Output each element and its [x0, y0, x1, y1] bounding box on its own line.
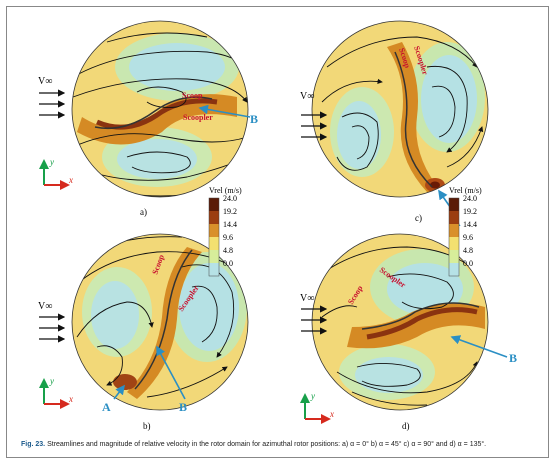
colorbar-tick-label: 14.4 — [463, 220, 477, 229]
colorbar-swatch — [449, 198, 459, 211]
colorbar-tick-label: 24.0 — [223, 194, 237, 203]
page-frame: V∞ Scoop Scoopler B y x a) — [6, 6, 549, 458]
panel-label-a: a) — [140, 207, 147, 217]
axis-triad-a: y x — [39, 157, 73, 190]
colorbar-tick-label: 19.2 — [223, 207, 237, 216]
colorbar-tick-label: 0.0 — [223, 259, 233, 268]
free-stream-label-a: V∞ — [38, 76, 52, 87]
colorbar-tick-label: 9.6 — [223, 233, 233, 242]
scoop-label-a: Scoop — [182, 91, 203, 100]
colorbar-left: Vrel (m/s)24.0 19.2 14.4 9.6 4.8 0.0 — [208, 186, 242, 277]
colorbar-swatch — [209, 224, 219, 237]
colorbar-swatch — [209, 211, 219, 224]
figure-caption: Fig. 23. Streamlines and magnitude of re… — [21, 441, 541, 448]
free-stream-label-d: V∞ — [300, 293, 314, 304]
colorbar-tick-label: 19.2 — [463, 207, 477, 216]
panel-label-d: d) — [402, 421, 410, 431]
panel-a: V∞ Scoop Scoopler B y x a) — [38, 20, 258, 217]
callout-b-d: B — [509, 351, 517, 365]
axis-triad-b: y x — [39, 376, 73, 409]
axis-x-label-a: x — [68, 175, 73, 185]
scoopler-label-a: Scoopler — [183, 113, 213, 122]
caption-label: Fig. 23. — [21, 441, 46, 448]
caption-text: Streamlines and magnitude of relative ve… — [47, 441, 487, 448]
callout-b-b: B — [179, 400, 187, 414]
panel-label-c: c) — [415, 213, 422, 223]
colorbar-tick-label: 4.8 — [223, 246, 233, 255]
axis-triad-d: y x — [300, 391, 334, 424]
axis-x-label-d: x — [329, 409, 334, 419]
colorbar-swatch — [449, 224, 459, 237]
colorbar-border — [208, 197, 220, 277]
callout-b-a: B — [250, 112, 258, 126]
colorbar-title: Vrel (m/s) — [449, 186, 482, 195]
panel-c: V∞ Scoop Scoopler A c) — [300, 20, 489, 229]
axis-y-label-b: y — [49, 376, 54, 386]
colorbar-tick-label: 4.8 — [463, 246, 473, 255]
axis-y-label-a: y — [49, 157, 54, 167]
colorbar-swatch — [209, 250, 219, 263]
axis-x-label-b: x — [68, 394, 73, 404]
colorbar-tick-label: 9.6 — [463, 233, 473, 242]
colorbar-swatch — [449, 250, 459, 263]
colorbar-tick-label: 24.0 — [463, 194, 477, 203]
colorbar-title: Vrel (m/s) — [209, 186, 242, 195]
free-stream-label-c: V∞ — [300, 91, 314, 102]
axis-y-label-d: y — [310, 391, 315, 401]
colorbar-border — [448, 197, 460, 277]
colorbar-swatch — [209, 263, 219, 276]
panel-d: V∞ Scoop Scoopler B y x d) — [300, 233, 517, 431]
colorbar-swatch — [449, 237, 459, 250]
colorbar-swatch — [209, 198, 219, 211]
colorbar-tick-label: 14.4 — [223, 220, 237, 229]
colorbar-right: Vrel (m/s)24.0 19.2 14.4 9.6 4.8 0.0 — [448, 186, 482, 277]
panel-b: V∞ Scoop Scoopler A B y x b) — [38, 233, 249, 431]
panel-label-b: b) — [143, 421, 151, 431]
colorbar-tick-label: 0.0 — [463, 259, 473, 268]
colorbar-swatch — [449, 211, 459, 224]
figure-canvas: V∞ Scoop Scoopler B y x a) — [38, 20, 517, 431]
free-stream-label-b: V∞ — [38, 301, 52, 312]
colorbar-swatch — [449, 263, 459, 276]
callout-a-b: A — [102, 400, 111, 414]
colorbar-swatch — [209, 237, 219, 250]
